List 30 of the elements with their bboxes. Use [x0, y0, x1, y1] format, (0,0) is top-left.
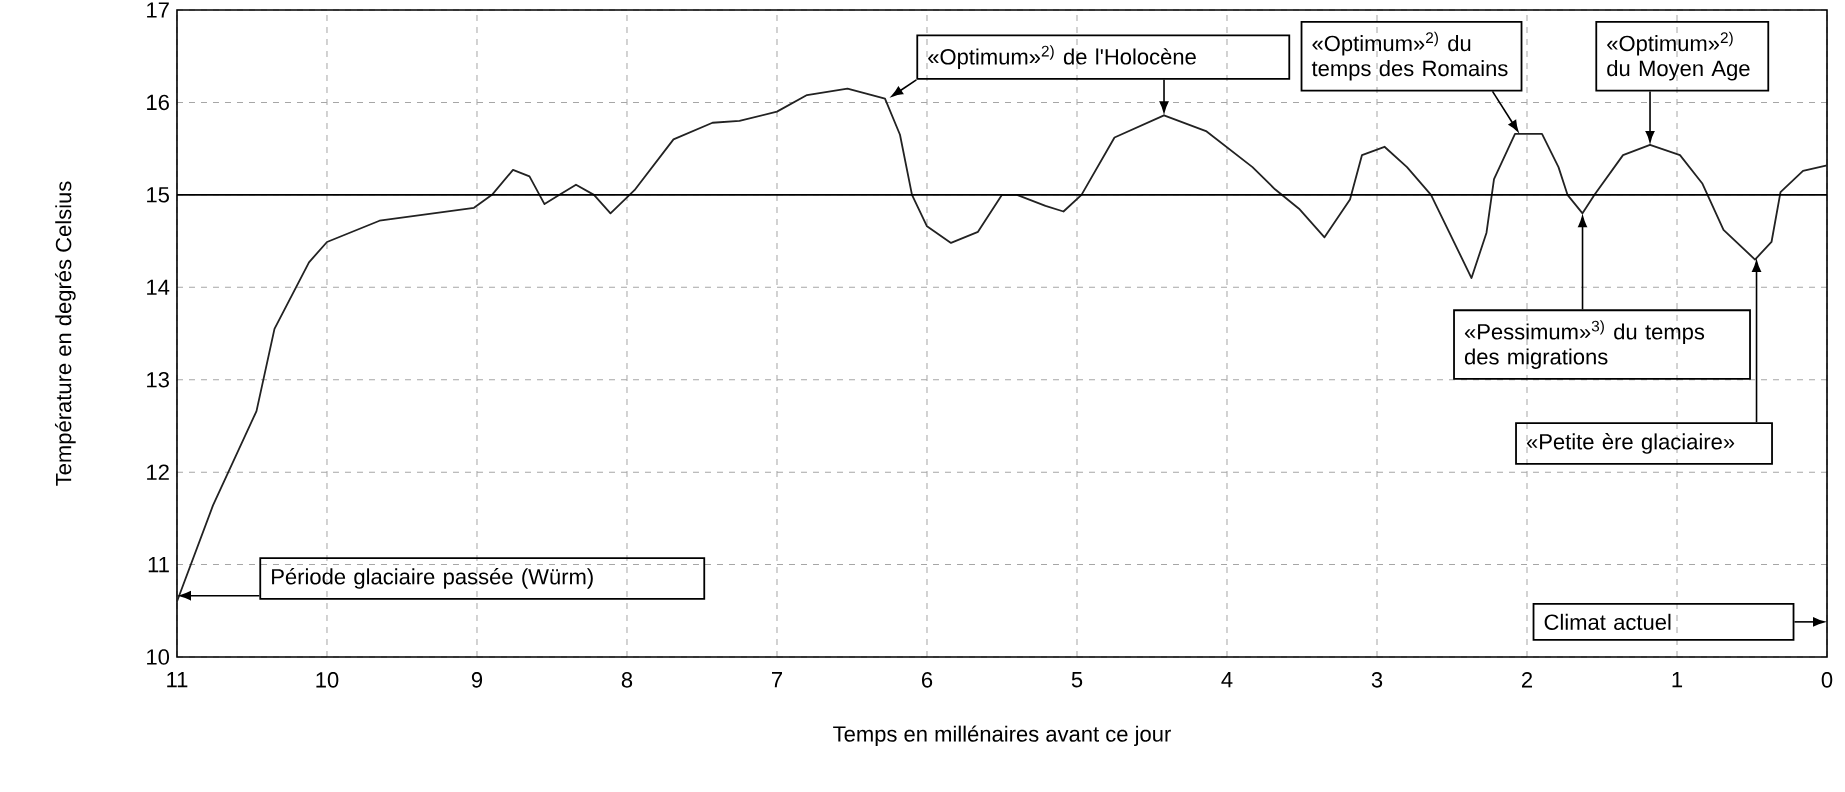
x-axis-title: Temps en millénaires avant ce jour: [833, 725, 1171, 747]
annotation: Période glaciaire passée (Würm): [272, 568, 593, 589]
y-tick-label: 12: [147, 464, 169, 480]
y-tick-label: 17: [147, 2, 169, 18]
x-tick-label: 9: [471, 672, 483, 688]
x-tick-label: 8: [621, 672, 633, 688]
x-tick-label: 0: [1821, 672, 1833, 688]
x-tick-label: 7: [772, 672, 783, 688]
annotation: «Optimum»$^{2)}$ de l'Holocène: [928, 45, 1196, 69]
x-tick-label: 10: [316, 672, 339, 688]
y-axis-title: Température en degrés Celsius: [54, 181, 76, 486]
x-tick-label: 11: [167, 672, 188, 688]
y-tick-label: 10: [147, 649, 170, 665]
x-tick-label: 6: [922, 672, 933, 688]
y-tick-label: 16: [147, 94, 169, 111]
annotation: «Pessimum»$^{3)}$ du temps des migrations: [1464, 320, 1705, 369]
y-tick-label: 14: [147, 279, 170, 295]
y-tick-label: 15: [147, 187, 169, 203]
y-tick-label: 11: [148, 557, 169, 573]
x-tick-label: 3: [1371, 672, 1383, 688]
line-series: [176, 87, 1828, 603]
x-tick-label: 1: [1672, 672, 1683, 688]
annotation: «Optimum»$^{2)}$ du Moyen Age: [1607, 31, 1750, 81]
annotation: Climat actuel: [1544, 613, 1671, 630]
y-tick-label: 13: [147, 371, 169, 388]
annotation: «Optimum»$^{2)}$ du temps des Romains: [1311, 31, 1508, 81]
x-tick-label: 5: [1071, 672, 1083, 688]
x-tick-label: 2: [1521, 672, 1533, 688]
annotation: «Petite ère glaciaire»: [1526, 433, 1735, 454]
x-tick-label: 4: [1221, 672, 1233, 688]
